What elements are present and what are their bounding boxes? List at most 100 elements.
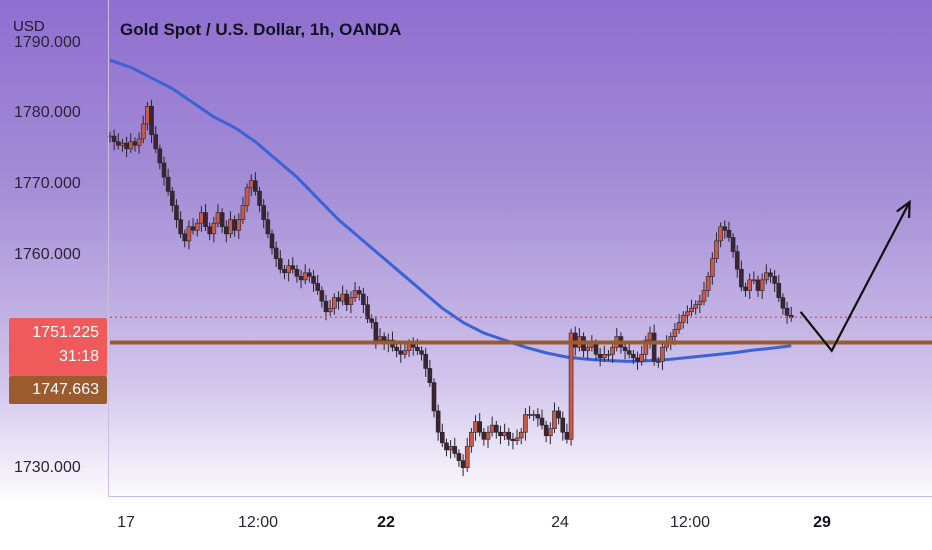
candle: [743, 282, 748, 297]
candle: [111, 129, 117, 151]
candle: [626, 342, 632, 359]
candle: [685, 305, 690, 324]
level-price-value: 1747.663: [32, 381, 99, 398]
candle: [718, 222, 723, 248]
candle: [494, 420, 499, 439]
current-price-value: 1751.225: [32, 324, 99, 341]
candle: [244, 183, 250, 212]
candle: [764, 264, 769, 285]
candle: [734, 245, 740, 278]
candle: [170, 187, 175, 212]
candle: [240, 196, 246, 224]
candle: [514, 429, 520, 445]
candle: [473, 415, 478, 441]
candle: [302, 264, 308, 285]
candle: [398, 344, 404, 363]
candle: [402, 342, 408, 359]
candle: [207, 222, 212, 241]
candle: [647, 326, 653, 349]
candle: [410, 337, 416, 356]
candle: [215, 204, 221, 228]
candle: [211, 216, 217, 243]
candle: [427, 359, 433, 387]
candle: [464, 437, 470, 472]
candle: [726, 221, 732, 242]
candle: [203, 204, 208, 231]
candle: [460, 454, 466, 477]
chart-title: Gold Spot / U.S. Dollar, 1h, OANDA: [120, 20, 402, 39]
candle: [186, 220, 192, 250]
candle: [651, 324, 657, 366]
candle: [485, 425, 491, 448]
candle: [253, 172, 258, 196]
candle: [136, 132, 142, 154]
candle: [759, 273, 765, 300]
candle: [182, 229, 188, 248]
projection-arrow: [799, 201, 911, 353]
candle: [294, 265, 300, 283]
candle: [784, 301, 790, 324]
candle: [140, 115, 146, 144]
candle: [431, 378, 437, 418]
candle: [680, 311, 686, 329]
candle: [361, 287, 366, 314]
candle: [755, 275, 761, 297]
y-tick-label: 1780.000: [14, 104, 81, 122]
y-tick-label: 1790.000: [14, 33, 81, 51]
candle: [747, 273, 752, 300]
candle: [444, 438, 449, 457]
candle: [257, 187, 262, 212]
candle: [327, 299, 333, 317]
candle: [290, 257, 296, 274]
candle: [278, 250, 283, 274]
candle: [730, 233, 736, 258]
candle: [348, 291, 354, 314]
y-tick-label: 1730.000: [14, 458, 81, 476]
candle: [518, 427, 524, 445]
x-axis-line: [108, 496, 932, 497]
x-tick-label: 12:00: [237, 514, 279, 531]
candle: [269, 229, 275, 255]
candle: [224, 220, 229, 243]
candle: [149, 99, 154, 144]
candle: [178, 211, 183, 239]
candle: [577, 328, 582, 352]
x-tick-label: 24: [551, 514, 569, 531]
candle: [710, 252, 715, 285]
candle: [693, 300, 698, 315]
candle: [199, 206, 204, 232]
level-price-tag: 1747.663: [9, 376, 107, 404]
candle: [722, 220, 728, 239]
candle: [344, 289, 350, 312]
candle: [261, 199, 266, 229]
candle: [489, 416, 495, 437]
candle: [502, 423, 507, 441]
bar-countdown: 31:18: [58, 348, 99, 365]
candle: [560, 411, 566, 441]
candle: [606, 350, 611, 361]
candle: [597, 347, 603, 367]
candle: [697, 294, 703, 314]
x-tick-label: 17: [117, 514, 135, 531]
candle: [232, 215, 237, 237]
candle: [273, 241, 279, 268]
candle: [531, 410, 536, 421]
candle: [165, 168, 171, 196]
candle: [153, 126, 158, 154]
candle: [128, 133, 134, 154]
candle: [751, 271, 757, 285]
candle: [788, 306, 794, 322]
candle: [510, 432, 516, 450]
candle: [219, 208, 225, 234]
candle: [660, 340, 665, 370]
y-tick-label: 1770.000: [14, 175, 81, 193]
candle: [635, 351, 640, 370]
candle: [194, 218, 200, 237]
candle: [448, 440, 453, 459]
candle: [286, 259, 291, 282]
candle: [315, 274, 320, 295]
candle: [543, 420, 549, 443]
x-tick-label: 12:00: [669, 514, 711, 531]
candle: [319, 286, 325, 308]
